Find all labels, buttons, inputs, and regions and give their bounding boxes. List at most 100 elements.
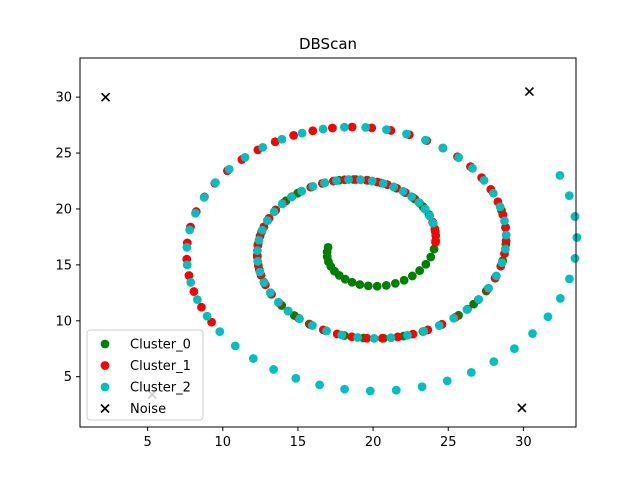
cluster-2-point <box>308 181 318 191</box>
cluster-2-point <box>378 179 388 188</box>
cluster-1-point <box>431 237 440 247</box>
cluster-2-point <box>555 293 565 303</box>
x-tick-label: 25 <box>440 435 457 450</box>
legend-marker-cluster-2 <box>100 382 110 392</box>
cluster-2-point <box>564 191 574 201</box>
y-tick-label: 20 <box>55 202 72 217</box>
cluster-2-point <box>255 267 265 277</box>
y-tick-label: 30 <box>55 91 72 106</box>
legend-label-noise: Noise <box>130 402 166 417</box>
cluster-2-point <box>417 382 427 392</box>
cluster-0-point <box>421 259 431 269</box>
cluster-2-point <box>253 256 263 266</box>
cluster-2-point <box>468 164 477 173</box>
cluster-1-point <box>308 126 318 136</box>
y-tick-label: 5 <box>64 370 72 385</box>
cluster-2-point <box>182 260 192 270</box>
cluster-2-point <box>500 216 509 226</box>
cluster-2-point <box>420 204 430 214</box>
cluster-2-point <box>565 274 574 284</box>
cluster-2-point <box>555 170 565 180</box>
x-axis: 5 10 15 20 25 30 <box>143 427 532 450</box>
cluster-0-point <box>340 274 350 284</box>
noise-point <box>100 92 111 102</box>
cluster-1-point <box>431 231 441 241</box>
cluster-1-point <box>393 332 403 342</box>
cluster-2-point <box>344 175 353 184</box>
y-axis: 5 10 15 20 25 30 <box>55 91 80 385</box>
cluster-2-point <box>474 295 484 304</box>
cluster-1-point <box>327 123 337 133</box>
cluster-2-point <box>356 175 365 185</box>
cluster-2-point <box>425 211 435 221</box>
cluster-2-point <box>572 233 582 242</box>
cluster-0-point <box>355 280 365 289</box>
legend-marker-noise <box>100 403 110 414</box>
cluster-2-point <box>224 164 234 174</box>
cluster-2-point <box>509 344 519 354</box>
cluster-2-point <box>211 178 220 188</box>
cluster-2-point <box>495 202 505 212</box>
cluster-2-point <box>192 295 202 304</box>
cluster-2-point <box>215 327 225 337</box>
cluster-0-point <box>363 281 373 291</box>
cluster-2-point <box>398 186 408 196</box>
cluster-2-point <box>570 212 580 221</box>
cluster-2-point <box>252 246 262 256</box>
cluster-0-point <box>381 280 391 290</box>
y-tick-label: 25 <box>55 147 72 162</box>
cluster-1-point <box>347 122 357 132</box>
legend-marker-cluster-1 <box>100 361 110 370</box>
cluster-2-point <box>407 192 417 202</box>
cluster-2-point <box>403 330 412 340</box>
cluster-1-point <box>501 223 510 233</box>
cluster-2-point <box>297 128 307 138</box>
cluster-0-point <box>399 275 409 285</box>
cluster-1-point <box>362 333 372 343</box>
cluster-2-point <box>528 329 537 338</box>
cluster-2-point <box>202 311 212 321</box>
cluster-2-point <box>320 178 329 188</box>
x-tick-label: 5 <box>143 435 151 450</box>
cluster-2-point <box>322 326 331 336</box>
cluster-2-point <box>466 368 476 377</box>
x-tick-label: 30 <box>515 435 532 450</box>
cluster-1-point <box>377 333 387 343</box>
cluster-2-point <box>449 313 459 323</box>
y-tick-label: 10 <box>55 314 72 329</box>
plot-frame <box>79 57 577 428</box>
cluster-2-point <box>500 244 510 254</box>
cluster-2-point <box>318 124 328 134</box>
cluster-2-point <box>182 242 192 252</box>
cluster-0-point <box>426 252 436 262</box>
legend-label-cluster-0: Cluster_0 <box>130 338 191 353</box>
cluster-2-point <box>419 326 429 336</box>
legend-box <box>86 329 204 421</box>
cluster-2-point <box>263 216 272 226</box>
cluster-2-point <box>488 188 498 198</box>
cluster-2-point <box>315 380 325 390</box>
cluster-2-point <box>295 314 304 324</box>
cluster-2-point <box>248 354 258 363</box>
cluster-2-point <box>308 321 317 330</box>
cluster-0-point <box>372 281 382 291</box>
cluster-2-point <box>332 176 341 185</box>
cluster-2-point <box>291 373 301 383</box>
cluster-2-point <box>269 365 278 374</box>
cluster-2-point <box>277 134 287 144</box>
cluster-2-point <box>361 122 371 132</box>
cluster-2-point <box>353 333 363 342</box>
cluster-2-point <box>185 225 195 235</box>
cluster-1-point <box>289 130 299 140</box>
cluster-2-point <box>386 333 396 343</box>
cluster-1-point <box>197 302 206 312</box>
cluster-1-point <box>270 137 280 147</box>
cluster-2-point <box>421 135 430 145</box>
cluster-1-point <box>207 317 216 327</box>
cluster-2-point <box>489 357 499 367</box>
cluster-2-point <box>277 199 287 209</box>
legend-label-cluster-2: Cluster_2 <box>130 381 191 396</box>
legend: Cluster_0 Cluster_1 Cluster_2 Noise <box>86 329 204 421</box>
cluster-1-point <box>189 287 199 296</box>
